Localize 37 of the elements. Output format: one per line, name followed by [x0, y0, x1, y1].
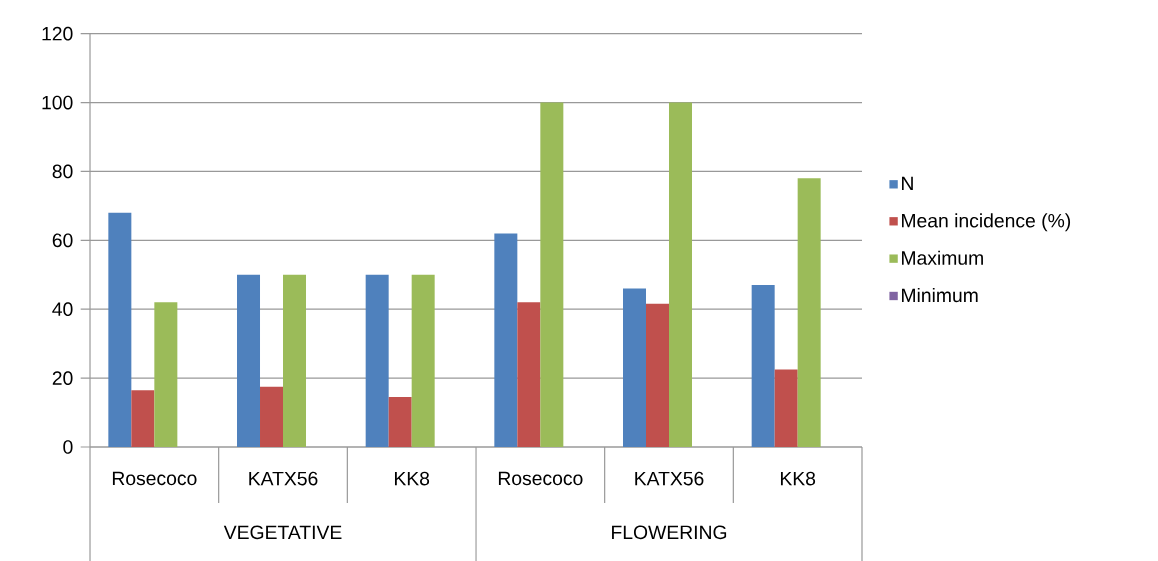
bar	[154, 302, 178, 447]
x-tick-label: KK8	[780, 471, 816, 486]
bar	[751, 285, 775, 447]
bar	[131, 390, 155, 447]
bar	[365, 274, 389, 447]
y-tick-label: 60	[52, 233, 73, 248]
bar	[540, 102, 564, 447]
bar	[797, 178, 821, 447]
legend-label: Maximum	[902, 250, 983, 265]
y-tick-label: 100	[42, 95, 73, 110]
bar	[108, 212, 132, 447]
legend-label: Minimum	[902, 287, 978, 303]
bar	[388, 397, 412, 447]
x-tick-label: KATX56	[635, 471, 704, 486]
x-tick-label: Rosecoco	[112, 471, 197, 486]
y-tick-label: 120	[42, 26, 73, 41]
text: FLOWERING	[612, 525, 727, 540]
text: VEGETATIVE	[223, 525, 342, 540]
legend-label: Mean incidence (%)	[902, 213, 1071, 232]
x-tick-label: KATX56	[249, 471, 318, 486]
bar	[494, 233, 518, 447]
bar	[669, 102, 692, 447]
legend-label: N	[902, 176, 913, 190]
y-tick-label: 80	[52, 164, 73, 179]
bar	[774, 369, 798, 447]
bar	[283, 274, 307, 447]
bar	[237, 274, 261, 447]
bar	[623, 288, 646, 447]
x-tick-label: Rosecoco	[498, 471, 583, 486]
bar	[411, 274, 435, 447]
bar	[646, 303, 669, 447]
bar	[260, 386, 284, 447]
bar	[517, 302, 541, 447]
y-tick-label: 20	[52, 371, 73, 385]
y-tick-label: 0	[63, 440, 73, 454]
y-tick-label: 40	[52, 302, 73, 317]
x-tick-label: KK8	[394, 471, 430, 486]
